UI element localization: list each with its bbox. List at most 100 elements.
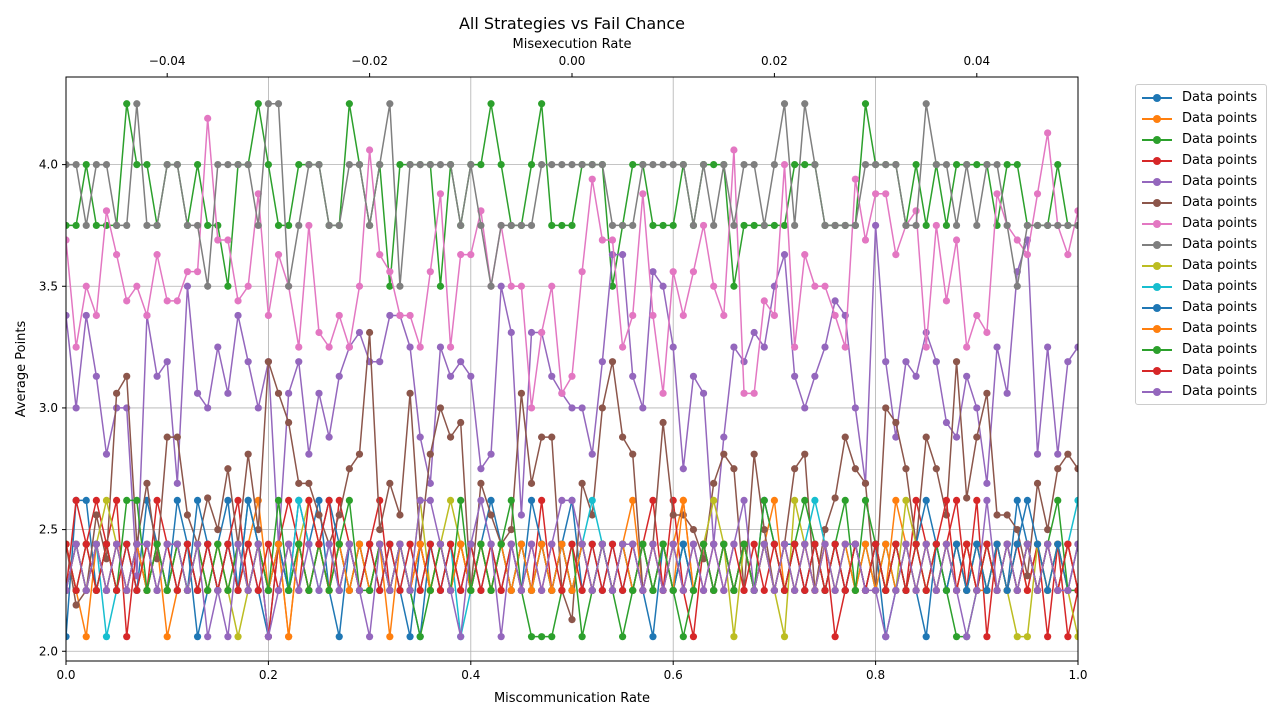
data-point: [446, 540, 455, 548]
data-point: [791, 465, 799, 473]
legend-label: Data points: [1182, 195, 1258, 210]
data-point: [952, 496, 961, 504]
data-point: [780, 540, 789, 548]
data-point: [1013, 526, 1021, 534]
data-point: [224, 236, 232, 244]
data-point: [193, 268, 202, 276]
data-point: [345, 161, 353, 169]
data-point: [517, 282, 526, 290]
data-point: [285, 282, 293, 290]
data-point: [811, 496, 819, 504]
data-point: [1023, 586, 1031, 595]
data-point: [831, 586, 839, 595]
data-point: [193, 586, 202, 595]
data-point: [285, 633, 293, 641]
data-point: [841, 496, 849, 504]
data-point: [922, 633, 930, 641]
data-point: [457, 418, 465, 427]
data-point: [72, 586, 80, 595]
data-point: [538, 161, 546, 169]
data-point: [963, 161, 971, 169]
data-point: [892, 586, 900, 595]
data-point: [254, 221, 262, 230]
data-point: [426, 586, 434, 595]
data-point: [446, 372, 455, 380]
data-point: [254, 526, 262, 534]
data-point: [578, 586, 586, 595]
data-point: [224, 389, 232, 397]
data-point: [740, 358, 748, 366]
data-point: [517, 540, 526, 548]
data-point: [72, 540, 80, 548]
data-point: [861, 586, 870, 595]
data-point: [558, 389, 566, 397]
data-point: [780, 100, 789, 108]
data-point: [831, 633, 839, 641]
data-point: [730, 221, 738, 230]
data-point: [234, 161, 242, 169]
data-point: [386, 268, 394, 276]
data-point: [861, 479, 870, 487]
data-point: [376, 161, 384, 169]
data-point: [143, 479, 151, 487]
data-point: [659, 221, 667, 230]
data-point: [1064, 251, 1072, 259]
data-point: [770, 496, 779, 504]
data-point: [163, 358, 171, 366]
data-point: [457, 251, 465, 259]
data-point: [639, 161, 647, 169]
data-point: [892, 496, 900, 504]
data-point: [791, 161, 799, 169]
data-point: [527, 496, 536, 504]
data-point: [335, 221, 343, 230]
legend-swatch: [1142, 381, 1172, 402]
data-point: [952, 586, 961, 595]
data-point: [760, 343, 768, 351]
data-point: [143, 586, 151, 595]
legend-item: Data points: [1136, 339, 1266, 360]
data-point: [102, 586, 111, 595]
data-point: [993, 343, 1001, 351]
data-point: [639, 586, 647, 595]
data-point: [1054, 450, 1062, 458]
data-point: [396, 540, 404, 548]
data-point: [507, 496, 515, 504]
data-point: [1074, 221, 1078, 230]
data-point: [710, 479, 718, 487]
data-point: [183, 268, 192, 276]
data-point: [720, 586, 728, 595]
data-point: [274, 221, 283, 230]
data-point: [922, 221, 930, 230]
data-point: [507, 328, 515, 337]
data-point: [770, 161, 779, 169]
data-point: [912, 540, 920, 548]
data-point: [224, 465, 232, 473]
data-point: [487, 282, 495, 290]
data-point: [760, 297, 768, 305]
legend-label: Data points: [1182, 321, 1258, 336]
data-point: [133, 161, 141, 169]
data-point: [295, 479, 303, 487]
data-point: [355, 282, 364, 290]
data-point: [851, 586, 859, 595]
data-point: [608, 236, 617, 244]
data-point: [295, 161, 303, 169]
legend-marker: [1153, 136, 1161, 144]
x-tick-label: 0.0: [56, 668, 75, 682]
data-point: [396, 282, 404, 290]
data-point: [912, 496, 920, 504]
data-point: [355, 450, 364, 458]
data-point: [244, 282, 252, 290]
legend-label: Data points: [1182, 363, 1258, 378]
data-point: [406, 311, 414, 320]
data-point: [193, 496, 202, 504]
data-point: [1054, 221, 1062, 230]
data-point: [244, 161, 252, 169]
data-point: [882, 540, 890, 548]
data-point: [983, 540, 991, 548]
data-point: [1054, 465, 1062, 473]
data-point: [204, 114, 212, 122]
legend-marker: [1153, 94, 1161, 102]
data-point: [214, 161, 222, 169]
data-point: [973, 404, 981, 412]
